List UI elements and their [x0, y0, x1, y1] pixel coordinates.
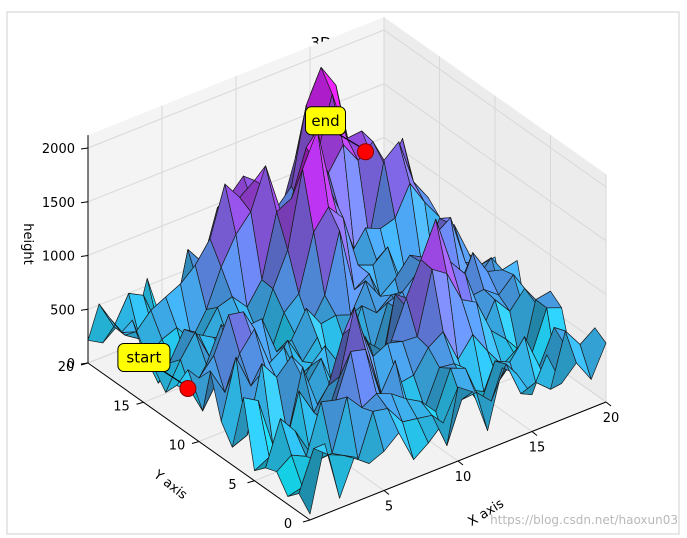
- y-tick: [302, 519, 311, 523]
- annotation-arrow: [339, 134, 362, 149]
- annotation-label-start: start: [126, 349, 161, 367]
- x-tick-label: 15: [529, 441, 546, 456]
- x-tick: [605, 401, 612, 407]
- z-axis-label: height: [20, 223, 35, 264]
- y-tick: [136, 401, 144, 405]
- z-tick: [80, 147, 89, 150]
- y-tick: [191, 441, 200, 444]
- y-tick-label: 5: [228, 478, 236, 493]
- marker-end: [357, 143, 374, 161]
- z-tick-label: 1000: [42, 250, 75, 265]
- z-tick: [80, 255, 89, 257]
- annotation-box-start: [117, 343, 171, 372]
- annotation-label-end: end: [311, 112, 339, 130]
- x-tick: [383, 490, 390, 495]
- surface-patch: [579, 327, 607, 380]
- x-tick-label: 20: [603, 411, 620, 426]
- gridline-z: [87, 29, 607, 188]
- annotation-arrow: [163, 370, 185, 386]
- z-tick: [80, 201, 89, 204]
- z-tick: [80, 308, 89, 311]
- annotation-box-end: [305, 106, 346, 136]
- gridline-z: [87, 83, 607, 242]
- gridline-z: [87, 136, 607, 295]
- z-tick-label: 0: [67, 357, 75, 372]
- x-tick-label: 5: [385, 500, 393, 515]
- y-tick-label: 0: [284, 517, 292, 532]
- watermark: https://blog.csdn.net/haoxun03: [490, 513, 678, 527]
- surface-mesh: [87, 67, 607, 515]
- y-tick: [247, 480, 255, 484]
- y-tick-label: 10: [169, 439, 186, 454]
- z-tick-label: 500: [50, 303, 75, 318]
- marker-start: [179, 380, 197, 397]
- x-tick: [457, 460, 464, 466]
- z-tick: [80, 362, 89, 365]
- x-tick-label: 10: [455, 470, 472, 485]
- y-tick-label: 15: [113, 399, 130, 414]
- x-tick: [531, 431, 538, 436]
- y-tick-label: 20: [58, 360, 75, 375]
- z-tick-label: 2000: [42, 142, 75, 157]
- z-tick-label: 1500: [42, 196, 75, 211]
- annotations: start end: [117, 106, 374, 397]
